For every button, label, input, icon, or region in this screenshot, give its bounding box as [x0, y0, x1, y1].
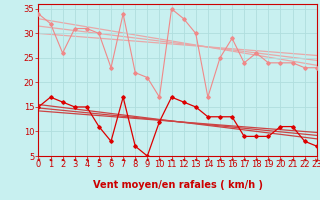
X-axis label: Vent moyen/en rafales ( km/h ): Vent moyen/en rafales ( km/h ) — [92, 180, 263, 190]
